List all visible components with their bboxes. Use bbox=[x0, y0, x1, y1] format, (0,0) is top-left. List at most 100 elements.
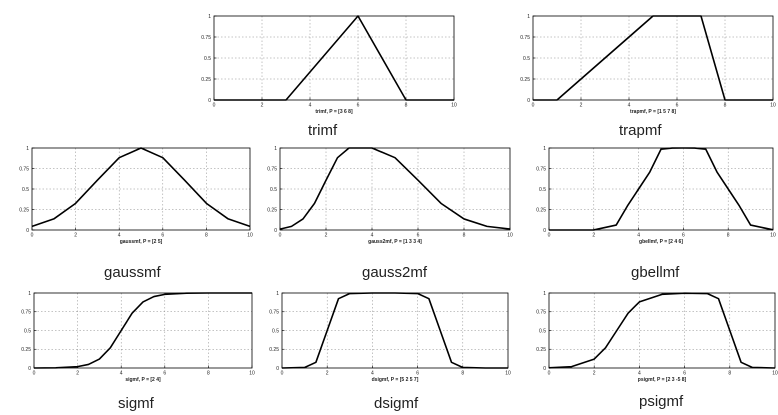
gaussmf-xtick-label: 4 bbox=[118, 233, 121, 239]
gauss2mf-ytick-label: 0 bbox=[274, 228, 277, 234]
gauss2mf-xtick-label: 10 bbox=[507, 233, 513, 239]
gbellmf-ytick-label: 0.5 bbox=[539, 187, 546, 193]
sigmf-xlabel: sigmf, P = [2 4] bbox=[125, 377, 161, 383]
trimf-xtick-label: 10 bbox=[451, 103, 457, 109]
sigmf-xtick-label: 4 bbox=[120, 371, 123, 377]
dsigmf-xtick-label: 6 bbox=[416, 371, 419, 377]
trimf-ytick-label: 0.25 bbox=[201, 77, 211, 83]
panel-psigmf: 0 2 4 6 8 10 0 0.25 0.5 0.75 1 psigmf, P = [2 3 -5 … bbox=[535, 285, 778, 415]
gbellmf-xtick-label: 2 bbox=[592, 233, 595, 239]
mf-name-gaussmf: gaussmf bbox=[104, 264, 161, 281]
gauss2mf-xlabel: gauss2mf, P = [1 3 3 4] bbox=[368, 239, 422, 245]
mf-name-gbellmf: gbellmf bbox=[631, 264, 680, 281]
panel-gauss2mf: 0 2 4 6 8 10 0 0.25 0.5 0.75 1 gauss2mf, P = [1 3 3… bbox=[267, 140, 513, 281]
dsigmf-xlabel: dsigmf, P = [5 2 5 7] bbox=[372, 377, 419, 383]
trapmf-xlabel: trapmf, P = [1 5 7 8] bbox=[630, 109, 676, 115]
trapmf-xtick-label: 10 bbox=[770, 103, 776, 109]
gauss2mf-xtick-label: 0 bbox=[279, 233, 282, 239]
trimf-xtick-label: 4 bbox=[309, 103, 312, 109]
plot-dsigmf: 0 2 4 6 8 10 0 0.25 0.5 0.75 1 dsigmf, P = [5 2 5 7… bbox=[269, 291, 511, 383]
gauss2mf-xtick-label: 6 bbox=[417, 233, 420, 239]
dsigmf-xtick-label: 10 bbox=[505, 371, 511, 377]
trimf-ytick-label: 0.75 bbox=[201, 35, 211, 41]
gauss2mf-xtick-label: 2 bbox=[325, 233, 328, 239]
trimf-ytick-label: 0.5 bbox=[204, 56, 211, 62]
gaussmf-ytick-label: 1 bbox=[26, 146, 29, 152]
trapmf-xtick-label: 2 bbox=[580, 103, 583, 109]
trapmf-xtick-label: 6 bbox=[676, 103, 679, 109]
mf-name-trimf: trimf bbox=[308, 122, 338, 139]
psigmf-curve bbox=[548, 292, 776, 369]
trimf-xtick-label: 8 bbox=[405, 103, 408, 109]
sigmf-ytick-label: 0 bbox=[28, 366, 31, 372]
dsigmf-ytick-label: 1 bbox=[276, 291, 279, 297]
panel-dsigmf: 0 2 4 6 8 10 0 0.25 0.5 0.75 1 dsigmf, P = [5 2 5 7… bbox=[268, 285, 513, 415]
gbellmf-xtick-label: 10 bbox=[770, 233, 776, 239]
gaussmf-ytick-label: 0 bbox=[26, 228, 29, 234]
psigmf-xtick-label: 6 bbox=[683, 371, 686, 377]
gbellmf-xtick-label: 4 bbox=[637, 233, 640, 239]
mf-name-sigmf: sigmf bbox=[118, 395, 154, 412]
dsigmf-ytick-label: 0.25 bbox=[269, 347, 279, 353]
psigmf-xtick-label: 2 bbox=[593, 371, 596, 377]
trapmf-ytick-label: 0 bbox=[527, 98, 530, 104]
gaussmf-ytick-label: 0.5 bbox=[22, 187, 29, 193]
sigmf-xtick-label: 2 bbox=[76, 371, 79, 377]
trapmf-ytick-label: 0.75 bbox=[520, 35, 530, 41]
trimf-xlabel: trimf, P = [3 6 8] bbox=[315, 109, 353, 115]
sigmf-ytick-label: 1 bbox=[28, 291, 31, 297]
gauss2mf-curve bbox=[279, 147, 511, 230]
psigmf-ytick-label: 0.25 bbox=[536, 347, 546, 353]
dsigmf-xtick-label: 0 bbox=[281, 371, 284, 377]
plot-psigmf: 0 2 4 6 8 10 0 0.25 0.5 0.75 1 psigmf, P = [2 3 -5 … bbox=[536, 291, 778, 383]
sigmf-xtick-label: 0 bbox=[33, 371, 36, 377]
trapmf-ytick-label: 0.25 bbox=[520, 77, 530, 83]
gauss2mf-ytick-label: 0.5 bbox=[270, 187, 277, 193]
gaussmf-xtick-label: 6 bbox=[161, 233, 164, 239]
psigmf-ytick-label: 0.75 bbox=[536, 310, 546, 316]
trapmf-ytick-label: 1 bbox=[527, 14, 530, 20]
gbellmf-ytick-label: 0.75 bbox=[536, 166, 546, 172]
psigmf-xtick-label: 0 bbox=[548, 371, 551, 377]
gbellmf-ytick-label: 0 bbox=[543, 228, 546, 234]
gauss2mf-xtick-label: 4 bbox=[371, 233, 374, 239]
panel-gaussmf: 0 2 4 6 8 10 0 0.25 0.5 0.75 1 gaussmf, P = [2 5] g… bbox=[19, 140, 260, 281]
panel-gbellmf: 0 2 4 6 8 10 0 0.25 0.5 0.75 1 gbellmf, P = [2 4 6]… bbox=[535, 140, 778, 281]
dsigmf-ytick-label: 0.75 bbox=[269, 310, 279, 316]
gaussmf-ytick-label: 0.75 bbox=[19, 166, 29, 172]
gbellmf-xtick-label: 8 bbox=[727, 233, 730, 239]
dsigmf-xtick-label: 8 bbox=[461, 371, 464, 377]
sigmf-xtick-label: 8 bbox=[207, 371, 210, 377]
sigmf-curve bbox=[33, 292, 252, 369]
dsigmf-xtick-label: 2 bbox=[326, 371, 329, 377]
sigmf-xtick-label: 6 bbox=[163, 371, 166, 377]
mf-name-gauss2mf: gauss2mf bbox=[362, 264, 428, 281]
dsigmf-ytick-label: 0 bbox=[276, 366, 279, 372]
mf-name-trapmf: trapmf bbox=[619, 122, 662, 139]
gaussmf-xtick-label: 2 bbox=[74, 233, 77, 239]
gbellmf-xtick-label: 6 bbox=[682, 233, 685, 239]
psigmf-xtick-label: 10 bbox=[772, 371, 778, 377]
gbellmf-xtick-label: 0 bbox=[548, 233, 551, 239]
trimf-curve bbox=[214, 15, 454, 101]
gbellmf-ytick-label: 1 bbox=[543, 146, 546, 152]
trapmf-xtick-label: 8 bbox=[724, 103, 727, 109]
sigmf-xtick-label: 10 bbox=[249, 371, 255, 377]
gaussmf-xtick-label: 8 bbox=[205, 233, 208, 239]
gauss2mf-ytick-label: 0.75 bbox=[267, 166, 277, 172]
trimf-ytick-label: 1 bbox=[208, 14, 211, 20]
trimf-xtick-label: 6 bbox=[357, 103, 360, 109]
panel-sigmf: 0 2 4 6 8 10 0 0.25 0.5 0.75 1 sigmf, P = [2 4] sig… bbox=[20, 285, 260, 415]
plot-gaussmf: 0 2 4 6 8 10 0 0.25 0.5 0.75 1 gaussmf, P = [2 5] bbox=[19, 146, 253, 245]
sigmf-ytick-label: 0.5 bbox=[24, 328, 31, 334]
psigmf-ytick-label: 1 bbox=[543, 291, 546, 297]
mf-name-psigmf: psigmf bbox=[639, 393, 684, 410]
plot-gauss2mf: 0 2 4 6 8 10 0 0.25 0.5 0.75 1 gauss2mf, P = [1 3 3… bbox=[267, 146, 513, 245]
gaussmf-xtick-label: 10 bbox=[247, 233, 253, 239]
dsigmf-ytick-label: 0.5 bbox=[272, 328, 279, 334]
trapmf-ytick-label: 0.5 bbox=[523, 56, 530, 62]
gaussmf-xtick-label: 0 bbox=[31, 233, 34, 239]
trapmf-xtick-label: 0 bbox=[532, 103, 535, 109]
psigmf-ytick-label: 0.5 bbox=[539, 328, 546, 334]
gbellmf-curve bbox=[549, 147, 774, 231]
